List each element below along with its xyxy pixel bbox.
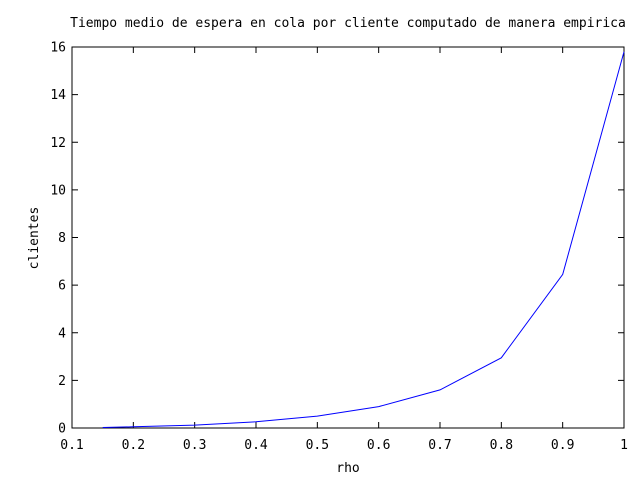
- x-tick-label: 0.2: [122, 438, 145, 453]
- x-tick-label: 0.6: [367, 438, 390, 453]
- y-tick-label: 0: [58, 422, 66, 437]
- x-tick-label: 1: [620, 438, 628, 453]
- series-layer: [102, 51, 625, 428]
- x-tick-label: 0.4: [244, 438, 268, 453]
- y-tick-label: 2: [58, 374, 66, 389]
- x-tick-label: 0.9: [551, 438, 574, 453]
- chart-title: Tiempo medio de espera en cola por clien…: [70, 16, 626, 31]
- x-tick-label: 0.3: [183, 438, 206, 453]
- y-axis-ticks: 0 2 4 6 8 10 12 14 16: [50, 41, 624, 437]
- series-line: [102, 51, 625, 428]
- y-axis-label: clientes: [27, 207, 42, 270]
- x-tick-label: 0.1: [60, 438, 83, 453]
- y-tick-label: 14: [50, 88, 66, 103]
- x-axis-ticks: 0.1 0.2 0.3 0.4 0.5 0.6 0.7 0.8 0.9 1: [60, 47, 628, 453]
- y-tick-label: 6: [58, 279, 66, 294]
- x-tick-label: 0.7: [428, 438, 451, 453]
- y-tick-label: 16: [50, 41, 66, 56]
- y-tick-label: 4: [58, 326, 66, 341]
- x-tick-label: 0.5: [306, 438, 329, 453]
- x-tick-label: 0.8: [490, 438, 513, 453]
- y-tick-label: 8: [58, 231, 66, 246]
- y-tick-label: 12: [50, 136, 66, 151]
- plot-area-frame: [71, 46, 625, 429]
- y-tick-label: 10: [50, 183, 66, 198]
- x-axis-label: rho: [336, 461, 359, 476]
